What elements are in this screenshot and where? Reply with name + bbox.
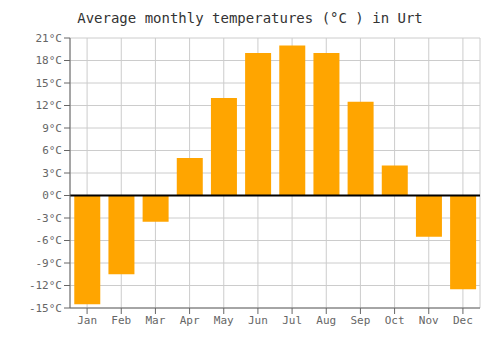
svg-text:15°C: 15°C: [36, 77, 63, 90]
svg-text:Dec: Dec: [453, 314, 473, 327]
svg-text:Apr: Apr: [180, 314, 200, 327]
svg-text:Sep: Sep: [350, 314, 370, 327]
svg-text:Oct: Oct: [385, 314, 405, 327]
svg-text:-6°C: -6°C: [36, 234, 63, 247]
svg-text:Jun: Jun: [248, 314, 268, 327]
svg-text:May: May: [214, 314, 234, 327]
svg-text:-15°C: -15°C: [29, 302, 62, 315]
svg-text:-9°C: -9°C: [36, 257, 63, 270]
svg-text:0°C: 0°C: [42, 189, 62, 202]
html-text:Average monthly temperatures (: Average monthly temperatures (°C ) in Ur…: [77, 10, 423, 26]
svg-text:21°C: 21°C: [36, 32, 63, 45]
svg-text:Jul: Jul: [282, 314, 302, 327]
svg-text:3°C: 3°C: [42, 167, 62, 180]
svg-text:Feb: Feb: [111, 314, 131, 327]
svg-text:9°C: 9°C: [42, 122, 62, 135]
svg-text:Nov: Nov: [419, 314, 439, 327]
svg-text:Mar: Mar: [145, 314, 165, 327]
svg-text:6°C: 6°C: [42, 144, 62, 157]
svg-text:12°C: 12°C: [36, 99, 63, 112]
svg-text:-12°C: -12°C: [29, 279, 62, 292]
svg-text:Aug: Aug: [316, 314, 336, 327]
svg-text:Jan: Jan: [77, 314, 97, 327]
svg-text:-3°C: -3°C: [36, 212, 63, 225]
svg-text:18°C: 18°C: [36, 54, 63, 67]
